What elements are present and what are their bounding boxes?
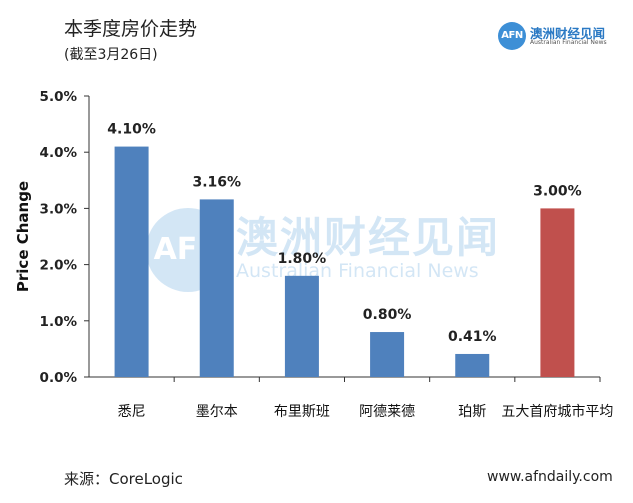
y-axis-title: Price Change	[14, 181, 32, 292]
chart-subtitle: (截至3月26日)	[64, 47, 158, 63]
x-category-label: 珀斯	[458, 404, 486, 420]
bar-2	[199, 199, 234, 377]
data-label: 3.00%	[533, 183, 582, 199]
afn-logo: AFN 澳洲财经见闻 Australian Financial News	[498, 22, 608, 52]
data-label: 0.80%	[363, 307, 412, 323]
y-tick-label: 2.0%	[40, 258, 78, 274]
x-category-label: 五大首府城市平均	[501, 403, 613, 420]
bar-4	[370, 332, 405, 377]
x-category-label: 墨尔本	[196, 404, 238, 420]
afn-logo-name: 澳洲财经见闻	[530, 26, 606, 41]
data-label: 0.41%	[448, 329, 497, 345]
y-tick-label: 0.0%	[40, 370, 78, 386]
y-tick-label: 3.0%	[40, 201, 78, 217]
y-tick-label: 5.0%	[40, 89, 78, 105]
afn-logo-tagline: Australian Financial News	[530, 39, 607, 46]
data-label: 4.10%	[107, 122, 156, 138]
website-url: www.afndaily.com	[487, 469, 613, 485]
data-label: 3.16%	[192, 174, 241, 190]
chart-title: 本季度房价走势	[64, 18, 198, 40]
x-category-label: 阿德莱德	[359, 404, 415, 420]
afn-logo-icon: AFN	[498, 22, 526, 50]
y-tick-label: 1.0%	[40, 314, 78, 330]
bar-3	[284, 275, 319, 377]
bar-6	[540, 208, 575, 377]
x-category-label: 布里斯班	[274, 404, 330, 420]
x-category-label: 悉尼	[118, 404, 146, 420]
bar-1	[114, 146, 149, 377]
y-tick-label: 4.0%	[40, 145, 78, 161]
bar-5	[455, 353, 490, 377]
source-note: 来源：CoreLogic	[64, 470, 183, 488]
data-label: 1.80%	[278, 251, 327, 267]
